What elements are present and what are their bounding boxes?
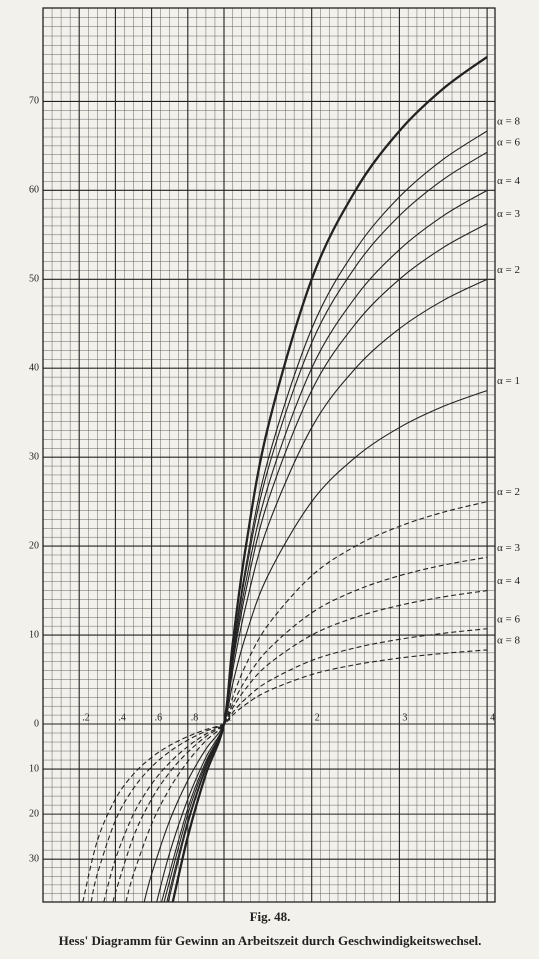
y-tick-label: 10 [29,629,39,640]
caption: Hess' Diagramm für Gewinn an Arbeitszeit… [59,933,482,948]
y-tick-label: 10 [29,763,39,774]
grid [42,7,496,903]
y-tick-label: 70 [29,96,39,107]
x-tick-label: 3 [402,712,407,723]
curve-label: α = 8 [497,116,520,128]
curve-label: α = 3 [497,208,520,220]
dashed-curve [103,590,488,903]
x-tick-label: 4 [490,712,495,723]
curve-label: α = 2 [497,264,520,276]
curve-label: α = 6 [497,613,520,625]
x-tick-label: .8 [191,712,199,723]
curve-label: α = 1 [497,375,520,387]
dashed-curve [112,556,488,903]
y-tick-label: 30 [29,451,39,462]
y-tick-label: 40 [29,363,39,374]
curve-label: α = 4 [497,175,520,187]
curve-label: α = 6 [497,137,520,149]
x-tick-label: .2 [82,712,90,723]
solid-curve [167,130,488,903]
dashed-curve [125,501,488,903]
solid-curve [156,278,488,903]
y-tick-label: 20 [29,808,39,819]
figure-title: Fig. 48. [250,909,291,924]
y-tick-label: 50 [29,274,39,285]
x-tick-label: .4 [118,712,126,723]
y-tick-label: 0 [34,718,39,729]
x-tick-label: 1 [227,712,232,723]
plot-frame [42,7,496,903]
dashed-curve [82,649,488,903]
curve-label: α = 4 [497,575,520,587]
x-tick-label: 2 [315,712,320,723]
curves [82,55,488,903]
y-tick-label: 20 [29,540,39,551]
x-tick-label: .6 [155,712,163,723]
labels: .2 .4 .6 .8 1 2 3 4 70 60 50 40 30 20 10 0 10 20 30 α = 8 α … [29,96,520,865]
curve-label: α = 8 [497,634,520,646]
y-tick-label: 60 [29,185,39,196]
solid-curve [166,151,488,903]
limit-curve [171,55,488,903]
solid-curve [161,223,488,903]
curve-label: α = 2 [497,486,520,498]
y-tick-label: 30 [29,853,39,864]
curve-label: α = 3 [497,542,520,554]
solid-curve [143,389,488,903]
solid-curve [163,189,488,903]
